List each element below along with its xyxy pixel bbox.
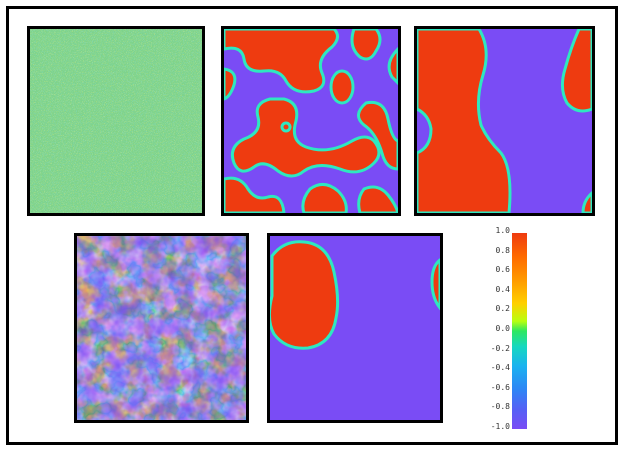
colorbar-tick: 0.8 — [495, 245, 510, 255]
random-noise-field-icon — [30, 29, 202, 213]
colorbar-tick: -1.0 — [490, 422, 510, 431]
large-domains-icon — [417, 29, 592, 213]
colorbar-ticks: 1.0 0.8 0.6 0.4 0.2 0.0 -0.2 -0.4 -0.6 -… — [466, 226, 510, 436]
mottled-panel — [74, 233, 249, 423]
single-domain-panel — [267, 233, 443, 423]
colorbar-tick: 0.6 — [495, 265, 510, 275]
labyrinth-domains-icon — [224, 29, 398, 213]
mottled-field-icon — [77, 236, 246, 420]
large-domains-panel — [414, 26, 595, 216]
colorbar-tick: -0.2 — [490, 343, 510, 353]
labyrinth-panel — [221, 26, 401, 216]
colorbar-tick: -0.6 — [490, 382, 510, 392]
noise-panel — [27, 26, 205, 216]
colorbar-tick: 0.2 — [495, 304, 510, 314]
colorbar-tick: -0.8 — [490, 402, 510, 412]
colorbar — [512, 233, 527, 429]
colorbar-tick: 0.0 — [495, 324, 510, 333]
single-domain-icon — [270, 236, 440, 420]
colorbar-tick: 1.0 — [495, 226, 510, 235]
colorbar-tick: 0.4 — [495, 284, 510, 294]
colorbar-tick: -0.4 — [490, 363, 510, 373]
